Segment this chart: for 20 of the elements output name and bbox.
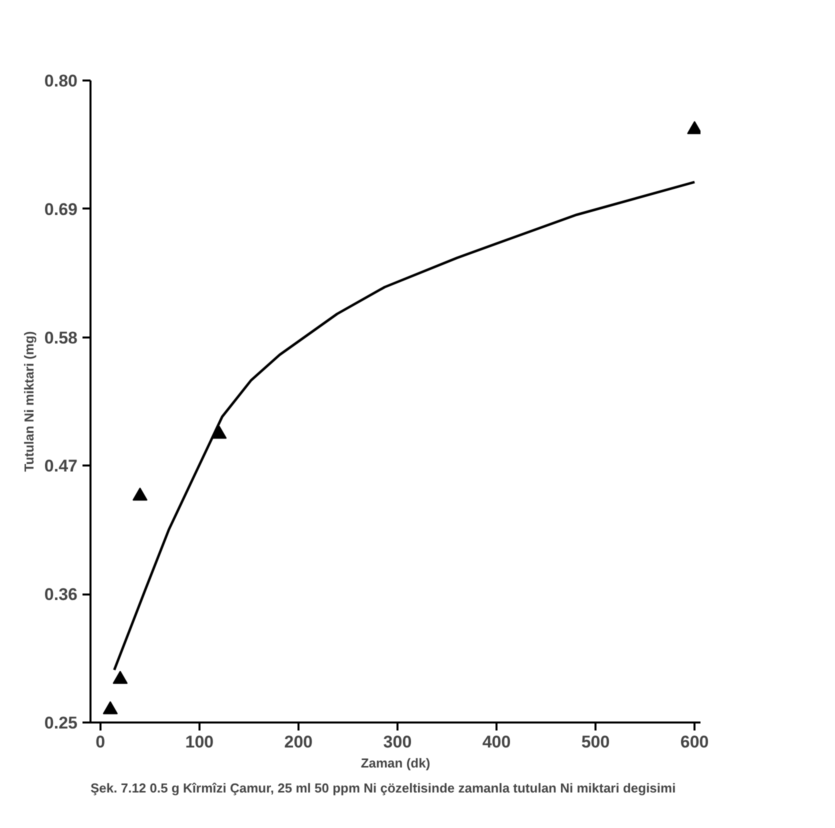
line-series (113, 180, 696, 672)
text: Şek. 7.12 0.5 g Kîrmîzi Çamur, 25 ml 50 ppm Ni çözeltisinde zamanla tutulan Ni miktari degisimi (90, 780, 676, 796)
x-tick-label: 300 (383, 732, 412, 752)
y-tick-label: 0.69 (44, 200, 78, 219)
point (112, 670, 128, 684)
y-tick-label: 0.47 (44, 456, 78, 476)
x-axis-title: Zaman (dk) (360, 756, 430, 770)
x-tick-label: 500 (581, 732, 610, 752)
x-tick-label: 200 (284, 732, 313, 752)
point (132, 487, 148, 501)
y-axis-title: Tutulan Ni miktari (mg) (21, 331, 36, 472)
y-tick-label: 0.58 (44, 328, 78, 348)
x-tick-label: 0 (96, 732, 106, 752)
y-tick-label: 0.36 (44, 585, 78, 604)
point (102, 701, 118, 714)
x-tick-label: 400 (482, 732, 511, 752)
x-tick-label: 600 (680, 732, 709, 752)
y-tick-label: 0.25 (44, 714, 78, 732)
y-tick-label: 0.80 (44, 72, 78, 90)
x-tick-label: 100 (185, 732, 214, 752)
